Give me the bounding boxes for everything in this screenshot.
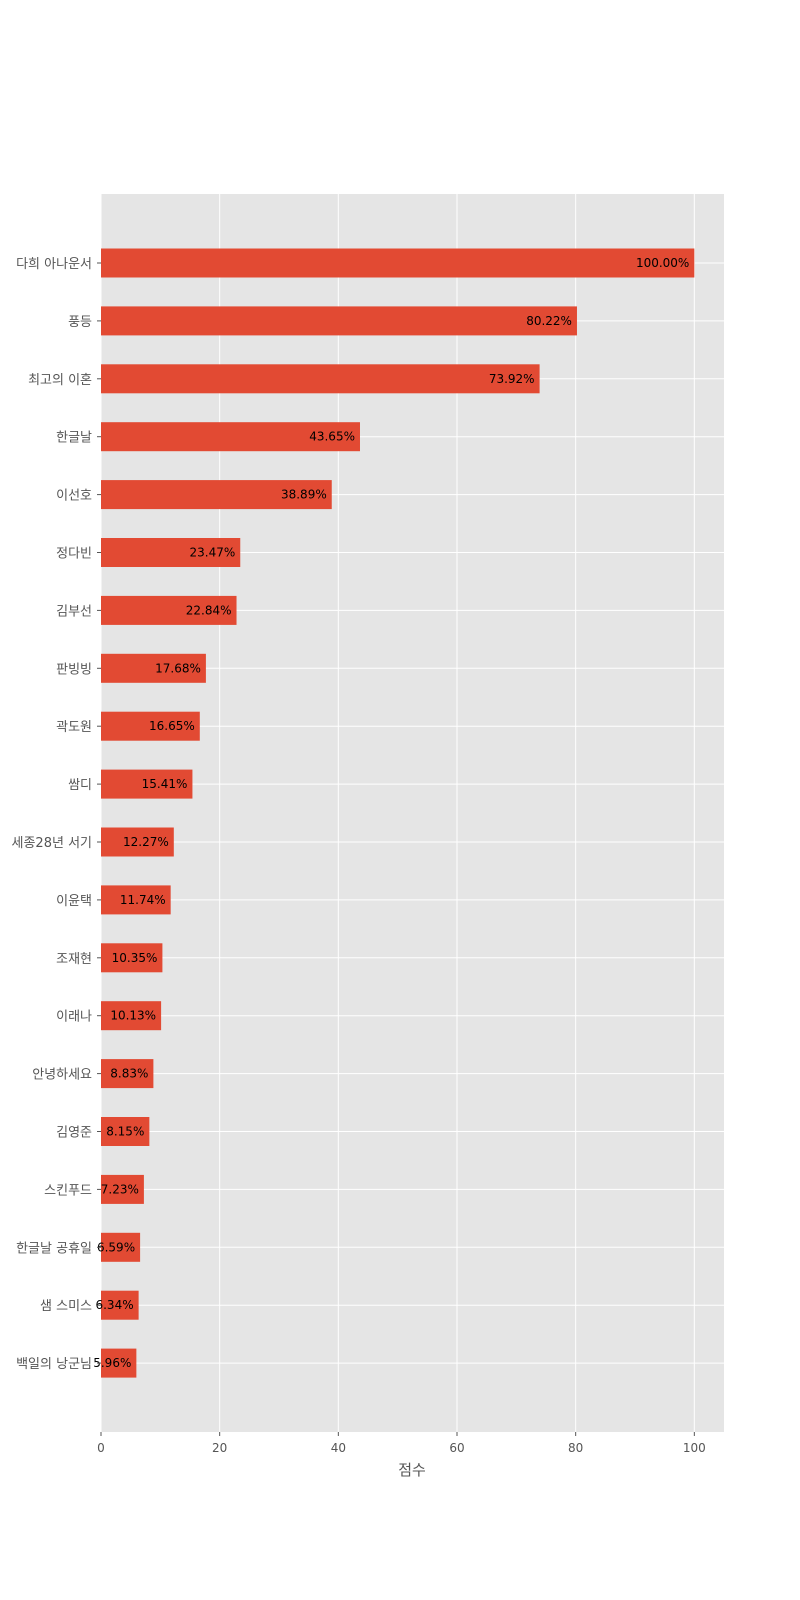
bar-value-label: 23.47% [189, 546, 235, 560]
x-tick-label: 60 [449, 1441, 464, 1455]
bar [101, 711, 200, 741]
bar [101, 248, 695, 278]
x-tick-label: 40 [331, 1441, 346, 1455]
x-tick-label: 80 [568, 1441, 583, 1455]
category-label: 샘 스미스 [40, 1299, 92, 1314]
bar [101, 653, 206, 683]
category-label: 최고의 이혼 [28, 373, 92, 388]
category-label: 다희 아나운서 [16, 257, 92, 272]
bar [101, 943, 163, 973]
category-label: 세종28년 서기 [12, 836, 92, 851]
category-label: 정다빈 [56, 547, 92, 562]
bar [101, 480, 332, 510]
bar-value-label: 10.35% [112, 951, 158, 965]
bars: 100.00% 80.22% 73.92% 43.65% 38.89% 23.47% 22.… [93, 248, 695, 1378]
bar [101, 1290, 139, 1320]
bar [101, 1059, 154, 1089]
bar-value-label: 6.34% [95, 1298, 133, 1312]
bar-value-label: 7.23% [101, 1182, 139, 1196]
bar [101, 1348, 137, 1378]
bar-value-label: 6.59% [97, 1240, 135, 1254]
category-label: 곽도원 [56, 720, 92, 735]
bar-value-label: 8.15% [106, 1125, 144, 1139]
bar-value-label: 16.65% [149, 719, 195, 733]
bar [101, 1117, 150, 1146]
bar [101, 1001, 162, 1031]
category-label: 판빙빙 [56, 662, 92, 677]
bar-value-label: 100.00% [636, 256, 689, 270]
bar [101, 827, 174, 857]
category-label: 백일의 낭군님 [16, 1357, 92, 1372]
bar-value-label: 8.83% [110, 1067, 148, 1081]
bar [101, 306, 577, 336]
bar-value-label: 73.92% [489, 372, 535, 386]
x-axis-title: 점수 [398, 1461, 426, 1479]
category-label: 이윤택 [56, 894, 92, 909]
bar [101, 364, 540, 394]
bar-value-label: 12.27% [123, 835, 169, 849]
bar [101, 422, 360, 452]
category-label: 쌈디 [68, 778, 92, 793]
category-label: 조재현 [56, 952, 92, 967]
bar [101, 538, 241, 567]
bar-value-label: 15.41% [142, 777, 188, 791]
category-label: 김영준 [56, 1126, 92, 1141]
bar [101, 1232, 141, 1262]
bar [101, 1174, 144, 1204]
category-label: 김부선 [56, 604, 92, 619]
bar-value-label: 11.74% [120, 893, 166, 907]
bar-value-label: 22.84% [186, 603, 232, 617]
x-ticks: 0 20 40 60 80 100 [97, 1432, 706, 1455]
category-label: 한글날 [56, 431, 92, 446]
category-label: 스킨푸드 [44, 1183, 92, 1198]
x-tick-label: 100 [683, 1441, 706, 1455]
bar-value-label: 5.96% [93, 1356, 131, 1370]
bar-value-label: 10.13% [110, 1009, 156, 1023]
bar-value-label: 43.65% [309, 430, 355, 444]
category-label: 풍등 [68, 315, 92, 330]
bar [101, 595, 237, 625]
bar-value-label: 80.22% [526, 314, 572, 328]
bar [101, 885, 171, 915]
bar-value-label: 38.89% [281, 488, 327, 502]
category-label: 안녕하세요 [32, 1068, 92, 1083]
category-label: 이선호 [56, 489, 92, 504]
x-tick-label: 20 [212, 1441, 227, 1455]
bar-value-label: 17.68% [155, 661, 201, 675]
plot-area [101, 194, 724, 1432]
category-label: 한글날 공휴일 [16, 1241, 92, 1256]
x-tick-label: 0 [97, 1441, 105, 1455]
bar [101, 769, 193, 799]
category-label: 이래나 [56, 1010, 92, 1025]
